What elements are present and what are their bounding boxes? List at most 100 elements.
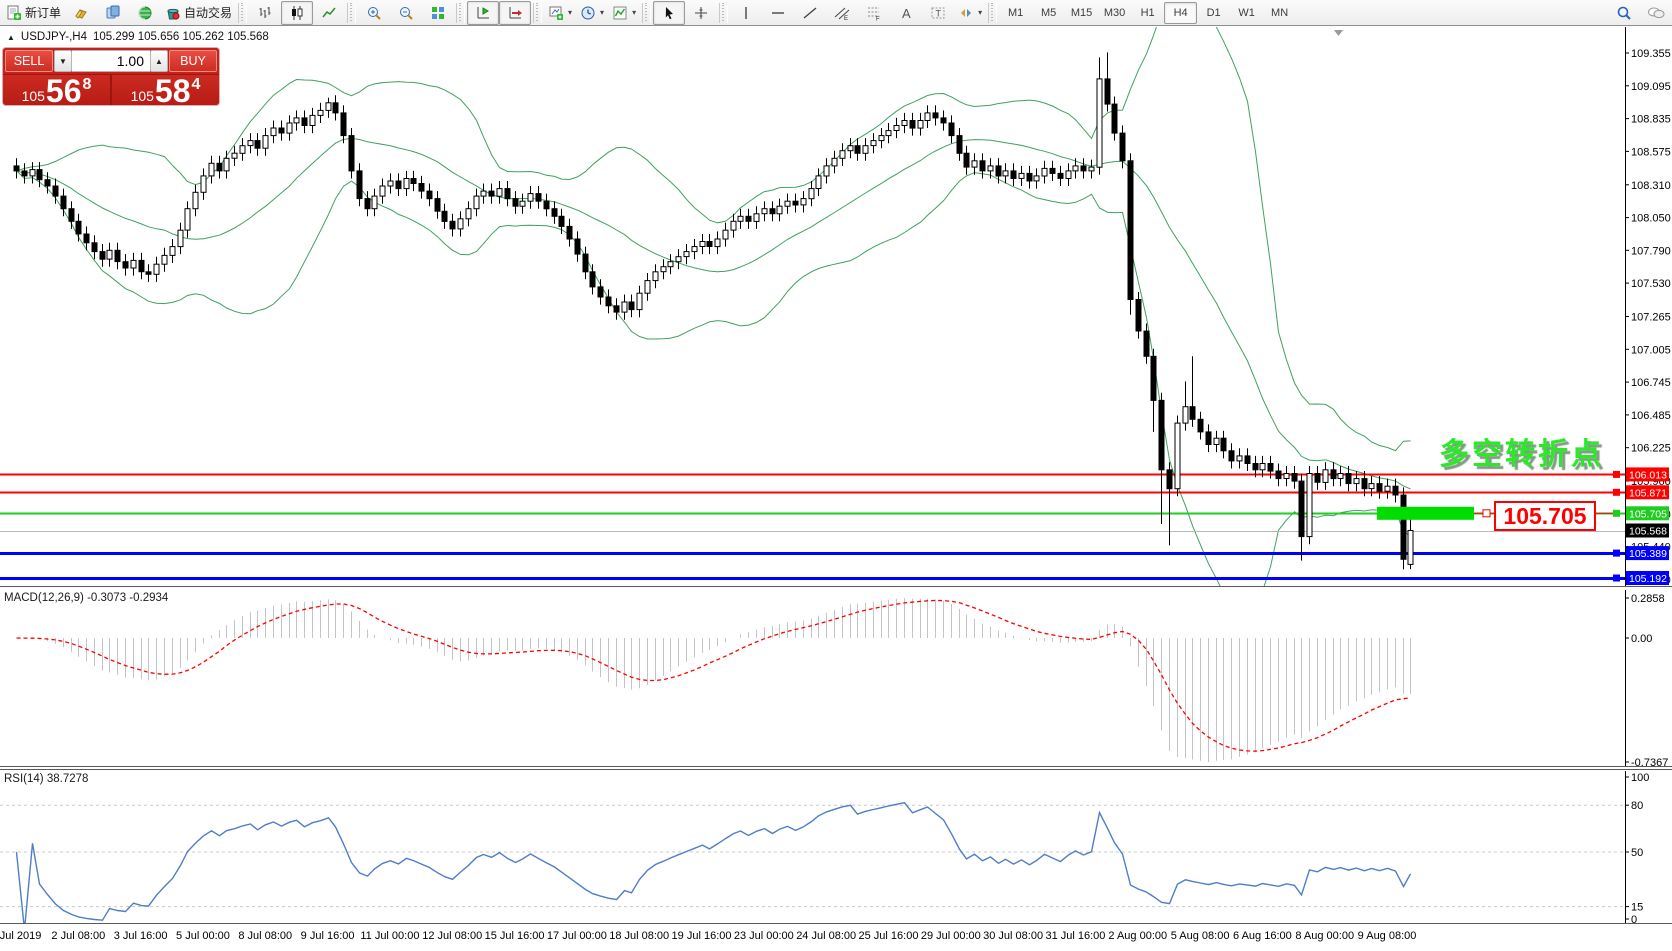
buy-price[interactable]: 105 58 4	[112, 75, 219, 105]
panel-divider	[0, 923, 1672, 924]
time-label: 24 Jul 08:00	[796, 930, 857, 942]
timeframe-m5-button[interactable]: M5	[1040, 6, 1057, 19]
indicators-dropdown[interactable]: ▾	[608, 1, 640, 25]
profiles-button[interactable]	[97, 1, 129, 25]
timeframe-h4-button[interactable]: H4	[1164, 1, 1198, 24]
search-button[interactable]	[1608, 1, 1640, 25]
zoom-in-button[interactable]	[358, 1, 390, 25]
price-tag-105.192: 105.192	[1626, 571, 1669, 585]
new-order-button[interactable]: 新订单	[2, 1, 65, 25]
candles-icon	[289, 5, 305, 21]
chart-text-annotation[interactable]: 多空转折点	[1439, 438, 1604, 471]
line-handle[interactable]	[1613, 549, 1620, 557]
collapse-triangle-icon[interactable]: ▲	[7, 32, 15, 42]
zoom-out-icon	[398, 5, 414, 21]
zoom-out-button[interactable]	[390, 1, 422, 25]
chart-shift-button[interactable]	[467, 0, 500, 25]
chart-shift-marker-icon[interactable]	[1334, 30, 1343, 36]
timeframe-mn-button[interactable]: MN	[1271, 6, 1289, 19]
price-callout[interactable]: 105.705	[1494, 501, 1596, 531]
periods-dropdown[interactable]: ▾	[576, 1, 608, 25]
tile-windows-button[interactable]	[422, 1, 454, 25]
label-button[interactable]: T	[922, 1, 954, 25]
bollinger-bands[interactable]	[16, 27, 1411, 586]
timeframe-d1-button[interactable]: D1	[1206, 6, 1221, 19]
rsi-axis[interactable]: 100 80 50 150	[1625, 771, 1649, 926]
toolbar-separator	[533, 2, 543, 23]
horizontal-line-button[interactable]	[762, 1, 794, 25]
new-chart-dropdown[interactable]: ▾	[544, 1, 576, 25]
sell-button[interactable]: SELL	[5, 50, 53, 72]
svg-text:106.225: 106.225	[1631, 443, 1671, 455]
candlesticks[interactable]	[13, 52, 1414, 570]
volume-increase-button[interactable]: ▲	[150, 50, 168, 72]
hline-icon	[770, 5, 786, 21]
text-button[interactable]: A	[890, 1, 922, 25]
main-chart[interactable]: 109.355 109.095 108.835 108.575 108.310 …	[0, 27, 1672, 587]
line-chart-button[interactable]	[313, 1, 345, 25]
svg-text:109.355: 109.355	[1631, 48, 1671, 60]
timeframe-m1-button[interactable]: M1	[1007, 6, 1024, 19]
time-label: 19 Jul 16:00	[671, 930, 732, 942]
trendline-button[interactable]	[794, 1, 826, 25]
line-handle[interactable]	[1613, 574, 1620, 582]
chat-icon	[1647, 5, 1665, 21]
toolbar-separator	[719, 2, 729, 23]
panel-divider[interactable]	[0, 586, 1672, 587]
textT-icon: T	[930, 5, 946, 21]
shapes-dropdown[interactable]: ▾	[954, 1, 986, 25]
chat-button[interactable]	[1640, 1, 1672, 25]
sell-price-prefix: 105	[21, 88, 45, 104]
line-icon	[321, 5, 337, 21]
clock-icon	[580, 5, 596, 21]
macd-chart[interactable]: 0.2858 0.00 -0.7367	[0, 590, 1672, 769]
time-label: 17 Jul 00:00	[546, 930, 607, 942]
line-handle[interactable]	[1613, 470, 1620, 478]
timeframe-m15-button[interactable]: M15	[1070, 6, 1093, 19]
volume-input[interactable]	[72, 50, 150, 72]
macd-panel[interactable]: 0.2858 0.00 -0.7367	[0, 590, 1672, 769]
vline-icon	[738, 5, 754, 21]
time-axis[interactable]: 1 Jul 2019 2 Jul 08:00 3 Jul 16:00 5 Jul 00…	[0, 924, 1672, 951]
cursor-button[interactable]	[653, 0, 686, 25]
candlestick-chart-button[interactable]	[281, 0, 314, 25]
rsi-indicator-label: RSI(14) 38.7278	[4, 773, 89, 785]
autotrading-button[interactable]: 自动交易	[161, 1, 236, 25]
sell-price[interactable]: 105 56 8	[3, 75, 112, 105]
rsi-panel[interactable]: 100 80 50 15 0	[0, 771, 1672, 931]
new-chart-icon	[548, 5, 564, 21]
macd-axis[interactable]: 0.2858 0.00 -0.7367	[1625, 590, 1668, 769]
crosshair-button[interactable]	[685, 1, 717, 25]
highlight-bar[interactable]	[1377, 506, 1620, 520]
channel-button[interactable]: E	[826, 1, 858, 25]
fibonacci-button[interactable]: F	[858, 1, 890, 25]
price-axis[interactable]: 109.355 109.095 108.835 108.575 108.310 …	[1625, 27, 1671, 587]
panel-divider[interactable]	[0, 766, 1672, 767]
price-tag-105.389: 105.389	[1626, 546, 1669, 561]
svg-text:105.568: 105.568	[1629, 526, 1667, 538]
buy-button[interactable]: BUY	[169, 50, 217, 72]
time-label: 5 Jul 00:00	[176, 930, 230, 942]
news-button[interactable]	[129, 1, 161, 25]
svg-text:15: 15	[1631, 902, 1643, 914]
timeframe-w1-button[interactable]: W1	[1238, 6, 1255, 19]
rsi-chart[interactable]: 100 80 50 150	[0, 771, 1672, 931]
panel-divider[interactable]	[0, 769, 1672, 770]
svg-text:105.389: 105.389	[1629, 548, 1667, 560]
timeframe-h1-button[interactable]: H1	[1140, 6, 1155, 19]
time-label: 25 Jul 16:00	[858, 930, 919, 942]
vertical-line-button[interactable]	[730, 1, 762, 25]
line-handle[interactable]	[1613, 488, 1620, 496]
auto-scroll-button[interactable]	[499, 0, 532, 25]
svg-text:107.530: 107.530	[1631, 278, 1671, 290]
metaeditor-button[interactable]	[65, 1, 97, 25]
svg-text:108.050: 108.050	[1631, 213, 1671, 225]
macd-indicator-label: MACD(12,26,9) -0.3073 -0.2934	[4, 592, 169, 604]
bar-chart-button[interactable]	[249, 1, 281, 25]
volume-decrease-button[interactable]: ▼	[54, 50, 72, 72]
time-label: 3 Jul 16:00	[113, 930, 168, 942]
main-chart-panel[interactable]: 109.355 109.095 108.835 108.575 108.310 …	[0, 27, 1672, 587]
autotrade-icon	[165, 5, 181, 21]
timeframe-m30-button[interactable]: M30	[1103, 6, 1126, 19]
